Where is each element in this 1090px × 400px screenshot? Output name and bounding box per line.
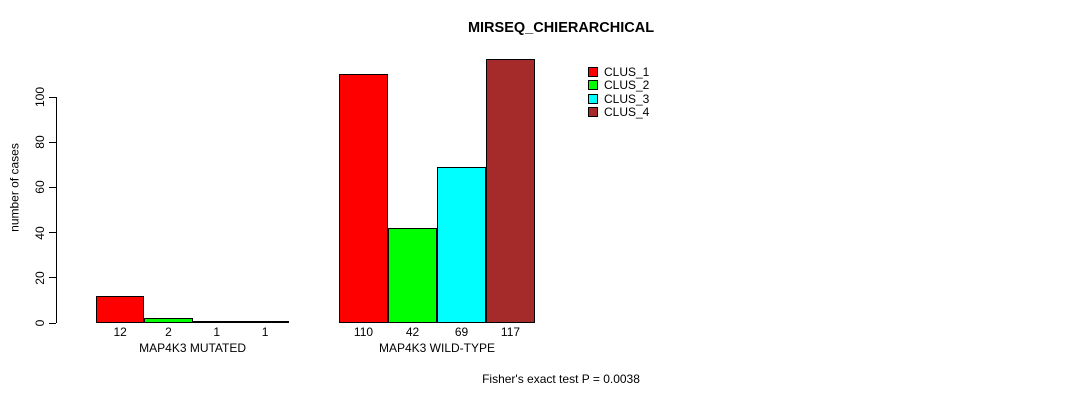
bar-value-label: 2 — [165, 325, 172, 339]
y-axis-tick — [49, 232, 56, 234]
bar-value-label: 12 — [113, 325, 127, 339]
bar-value-label: 1 — [213, 325, 221, 339]
legend-label: CLUS_1 — [604, 65, 650, 79]
chart-title: MIRSEQ_CHIERARCHICAL — [467, 20, 655, 36]
y-axis-tick-label: 80 — [33, 135, 47, 149]
y-axis-tick-label: 40 — [33, 225, 47, 240]
legend-label: CLUS_3 — [604, 91, 650, 106]
y-axis-line — [56, 97, 57, 323]
y-axis-tick — [49, 322, 56, 324]
y-axis-tick-label: 100 — [33, 86, 47, 108]
bar-value-label: 69 — [454, 325, 469, 339]
legend-label: CLUS_2 — [604, 78, 650, 93]
y-axis-tick — [49, 186, 56, 188]
group-label: MAP4K3 WILD-TYPE — [378, 341, 496, 355]
bar-clus_4 — [240, 320, 290, 323]
legend-swatch — [588, 80, 598, 91]
bar-value-label: 117 — [500, 325, 521, 339]
legend-swatch — [588, 93, 598, 104]
legend-swatch — [588, 106, 598, 117]
y-axis-tick-label: 20 — [33, 271, 47, 285]
bar-clus_2 — [144, 318, 193, 323]
y-axis-tick-label: 60 — [33, 180, 47, 195]
bar-clus_2 — [388, 228, 437, 323]
y-axis-tick — [49, 141, 56, 143]
bar-clus_3 — [437, 167, 486, 323]
bar-value-label: 110 — [353, 325, 374, 339]
y-axis-tick — [49, 96, 56, 98]
legend-label: CLUS_4 — [604, 104, 650, 119]
y-axis-tick-label: 0 — [33, 319, 47, 327]
group-label: MAP4K3 MUTATED — [139, 341, 247, 355]
legend-swatch — [588, 67, 598, 77]
bar-clus_3 — [192, 320, 241, 323]
bar-clus_1 — [339, 74, 388, 323]
bar-clus_1 — [96, 295, 145, 323]
bar-value-label: 42 — [405, 325, 420, 339]
fisher-test-annotation: Fisher's exact test P = 0.0038 — [482, 372, 640, 386]
bar-value-label: 1 — [261, 325, 269, 339]
bar-clus_4 — [486, 58, 535, 323]
y-axis-tick — [49, 277, 56, 279]
